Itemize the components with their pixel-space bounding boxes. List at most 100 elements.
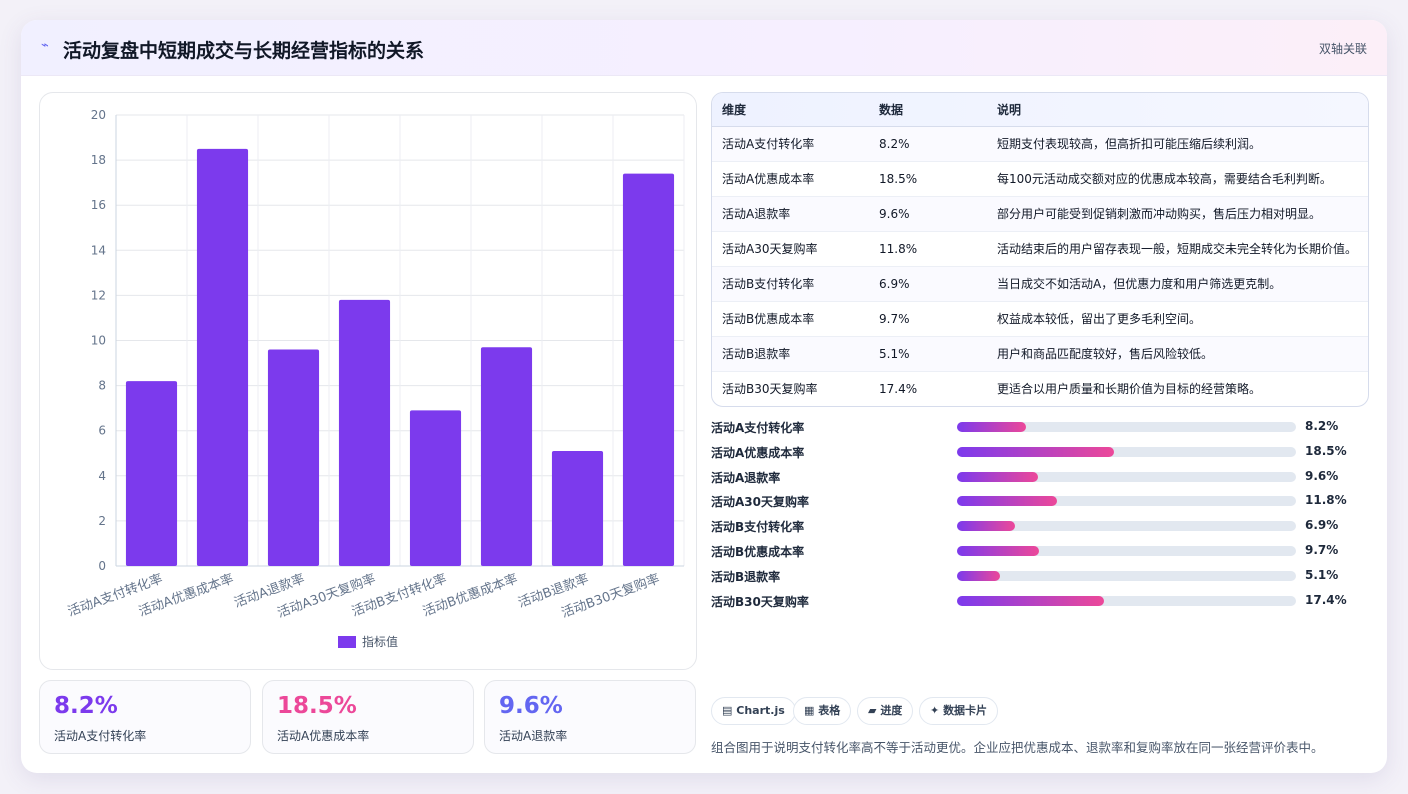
progress-label: 活动B30天复购率 bbox=[711, 594, 809, 609]
table-cell-data: 6.9% bbox=[869, 266, 987, 302]
chart-icon: ▤ bbox=[722, 704, 733, 717]
bar bbox=[338, 299, 391, 566]
kpi-label: 活动A退款率 bbox=[499, 729, 568, 743]
progress-fill bbox=[957, 570, 1001, 581]
bar bbox=[125, 381, 178, 566]
table-row: 活动B退款率 5.1% 用户和商品匹配度较好，售后风险较低。 bbox=[712, 336, 1368, 372]
y-tick-label: 16 bbox=[91, 198, 106, 212]
table-cell-dimension: 活动A支付转化率 bbox=[712, 126, 869, 162]
legend-swatch bbox=[338, 636, 356, 648]
trend-icon: ⌁ bbox=[41, 38, 49, 53]
y-tick-label: 8 bbox=[98, 379, 106, 393]
progress-fill bbox=[957, 446, 1114, 457]
table-header-dimension: 维度 bbox=[712, 93, 869, 127]
table-cell-dimension: 活动B支付转化率 bbox=[712, 266, 869, 302]
table-cell-data: 17.4% bbox=[879, 381, 918, 396]
table-cell-dimension: 活动A退款率 bbox=[712, 196, 869, 232]
progress-value: 18.5% bbox=[1305, 443, 1347, 458]
kpi-value: 8.2% bbox=[54, 693, 118, 719]
y-tick-label: 0 bbox=[98, 559, 106, 573]
kpi-card: 18.5% 活动A优惠成本率 bbox=[262, 680, 474, 754]
progress-label: 活动A优惠成本率 bbox=[711, 445, 805, 460]
dashboard-card: ⌁ 活动复盘中短期成交与长期经营指标的关系 双轴关联 0 2 4 6 8 10 12 14 16… bbox=[21, 20, 1387, 773]
table-cell-data: 8.2% bbox=[869, 126, 987, 162]
table-row: 活动A退款率 9.6% 部分用户可能受到促销刺激而冲动购买，售后压力相对明显。 bbox=[712, 196, 1368, 232]
table-cell-desc: 部分用户可能受到促销刺激而冲动购买，售后压力相对明显。 bbox=[987, 196, 1368, 232]
progress-value: 5.1% bbox=[1305, 567, 1339, 582]
table-row: 活动A优惠成本率 18.5% 每100元活动成交额对应的优惠成本较高，需要结合毛利判… bbox=[712, 161, 1368, 197]
table-row: 活动B30天复购率 17.4% 更适合以用户质量和长期价值为目标的经营策略。 bbox=[712, 371, 1368, 406]
progress-fill bbox=[957, 545, 1040, 556]
kpi-label: 活动A优惠成本率 bbox=[277, 729, 370, 743]
progress-value: 11.8% bbox=[1305, 493, 1347, 508]
progress-label: 活动A支付转化率 bbox=[711, 421, 805, 435]
table-cell-data: 18.5% bbox=[869, 161, 987, 197]
chip-label: 数据卡片 bbox=[943, 704, 988, 717]
progress-track bbox=[957, 471, 1296, 482]
card-icon: ✦ bbox=[930, 704, 940, 717]
chip-label: 表格 bbox=[818, 704, 841, 717]
progress-value: 8.2% bbox=[1305, 419, 1339, 433]
progress-fill bbox=[957, 496, 1057, 507]
table-header-data: 数据 bbox=[869, 93, 987, 127]
table-cell-dimension: 活动B30天复购率 bbox=[722, 382, 818, 397]
table-cell-desc: 权益成本较低，留出了更多毛利空间。 bbox=[987, 301, 1368, 337]
kpi-card: 8.2% 活动A支付转化率 bbox=[39, 680, 251, 754]
progress-fill bbox=[957, 595, 1105, 606]
table-cell-desc: 更适合以用户质量和长期价值为目标的经营策略。 bbox=[997, 382, 1262, 397]
progress-track bbox=[957, 521, 1296, 532]
y-tick-label: 4 bbox=[98, 469, 106, 483]
bar bbox=[409, 410, 462, 566]
y-tick-label: 20 bbox=[91, 108, 106, 122]
progress-row: 活动B支付转化率 6.9% bbox=[711, 514, 1371, 539]
progress-value: 6.9% bbox=[1305, 518, 1339, 533]
progress-list: 活动A支付转化率 8.2% 活动A优惠成本率 18.5% 活动A退款率 9.6% 活动A30… bbox=[711, 415, 1371, 613]
kpi-value: 9.6% bbox=[499, 693, 563, 719]
chip-label: 进度 bbox=[880, 704, 903, 717]
table-cell-data: 9.7% bbox=[869, 301, 987, 337]
progress-row: 活动B优惠成本率 9.7% bbox=[711, 539, 1371, 564]
progress-icon: ▰ bbox=[868, 704, 877, 717]
footer-note: 组合图用于说明支付转化率高不等于活动更优。企业应把优惠成本、退款率和复购率放在同… bbox=[711, 740, 1324, 755]
table-cell-desc: 活动结束后的用户留存表现一般，短期成交未完全转化为长期价值。 bbox=[987, 231, 1368, 267]
bar bbox=[196, 148, 249, 566]
y-tick-label: 6 bbox=[98, 424, 106, 438]
bar-chart: 0 2 4 6 8 10 12 14 16 18 20 活动A支付转化率 活动A优惠成本率 活动A退款率活… bbox=[39, 92, 697, 670]
progress-fill bbox=[957, 422, 1027, 432]
y-tick-label: 14 bbox=[91, 243, 106, 257]
table-icon: ▦ bbox=[804, 704, 815, 717]
progress-label: 活动A30天复购率 bbox=[711, 495, 809, 510]
table-row: 活动B优惠成本率 9.7% 权益成本较低，留出了更多毛利空间。 bbox=[712, 301, 1368, 337]
table-cell-desc: 用户和商品匹配度较好，售后风险较低。 bbox=[987, 336, 1368, 372]
chip-2[interactable]: ▦ 表格 bbox=[793, 697, 852, 725]
y-tick-label: 18 bbox=[91, 153, 106, 167]
bar-chart-svg: 02468101214161820活动A支付转化率活动A优惠成本率活动A退款率活… bbox=[66, 108, 685, 649]
table-row: 活动B支付转化率 6.9% 当日成交不如活动A，但优惠力度和用户筛选更克制。 bbox=[712, 266, 1368, 302]
progress-fill bbox=[957, 471, 1039, 482]
y-tick-label: 10 bbox=[91, 334, 106, 348]
table-cell-desc: 短期支付表现较高，但高折扣可能压缩后续利润。 bbox=[987, 126, 1368, 162]
table-cell-dimension: 活动B退款率 bbox=[712, 336, 869, 372]
progress-fill bbox=[957, 521, 1016, 532]
progress-value: 9.6% bbox=[1305, 468, 1339, 483]
table-row: 活动A30天复购率 11.8% 活动结束后的用户留存表现一般，短期成交未完全转化为长… bbox=[712, 231, 1368, 267]
progress-row: 活动B30天复购率 17.4% bbox=[711, 589, 1371, 614]
chip-1[interactable]: ▤ Chart.js bbox=[711, 697, 796, 725]
progress-track bbox=[957, 595, 1296, 606]
table-cell-data: 5.1% bbox=[869, 336, 987, 372]
table-cell-desc: 每100元活动成交额对应的优惠成本较高，需要结合毛利判断。 bbox=[987, 161, 1368, 197]
chip-4[interactable]: ✦ 数据卡片 bbox=[919, 697, 999, 725]
chip-label: Chart.js bbox=[736, 704, 785, 717]
legend-label: 指标值 bbox=[362, 634, 398, 649]
y-tick-label: 12 bbox=[91, 288, 106, 302]
page-title: 活动复盘中短期成交与长期经营指标的关系 bbox=[63, 40, 425, 62]
bar bbox=[551, 450, 604, 566]
table-cell-data: 9.6% bbox=[869, 196, 987, 232]
progress-label: 活动B支付转化率 bbox=[711, 520, 805, 535]
progress-row: 活动A退款率 9.6% bbox=[711, 465, 1371, 490]
chip-3[interactable]: ▰ 进度 bbox=[857, 697, 914, 725]
kpi-value: 18.5% bbox=[277, 693, 357, 719]
progress-label: 活动A退款率 bbox=[711, 470, 781, 485]
table-row: 活动A支付转化率 8.2% 短期支付表现较高，但高折扣可能压缩后续利润。 bbox=[712, 126, 1368, 162]
progress-row: 活动A30天复购率 11.8% bbox=[711, 489, 1371, 514]
